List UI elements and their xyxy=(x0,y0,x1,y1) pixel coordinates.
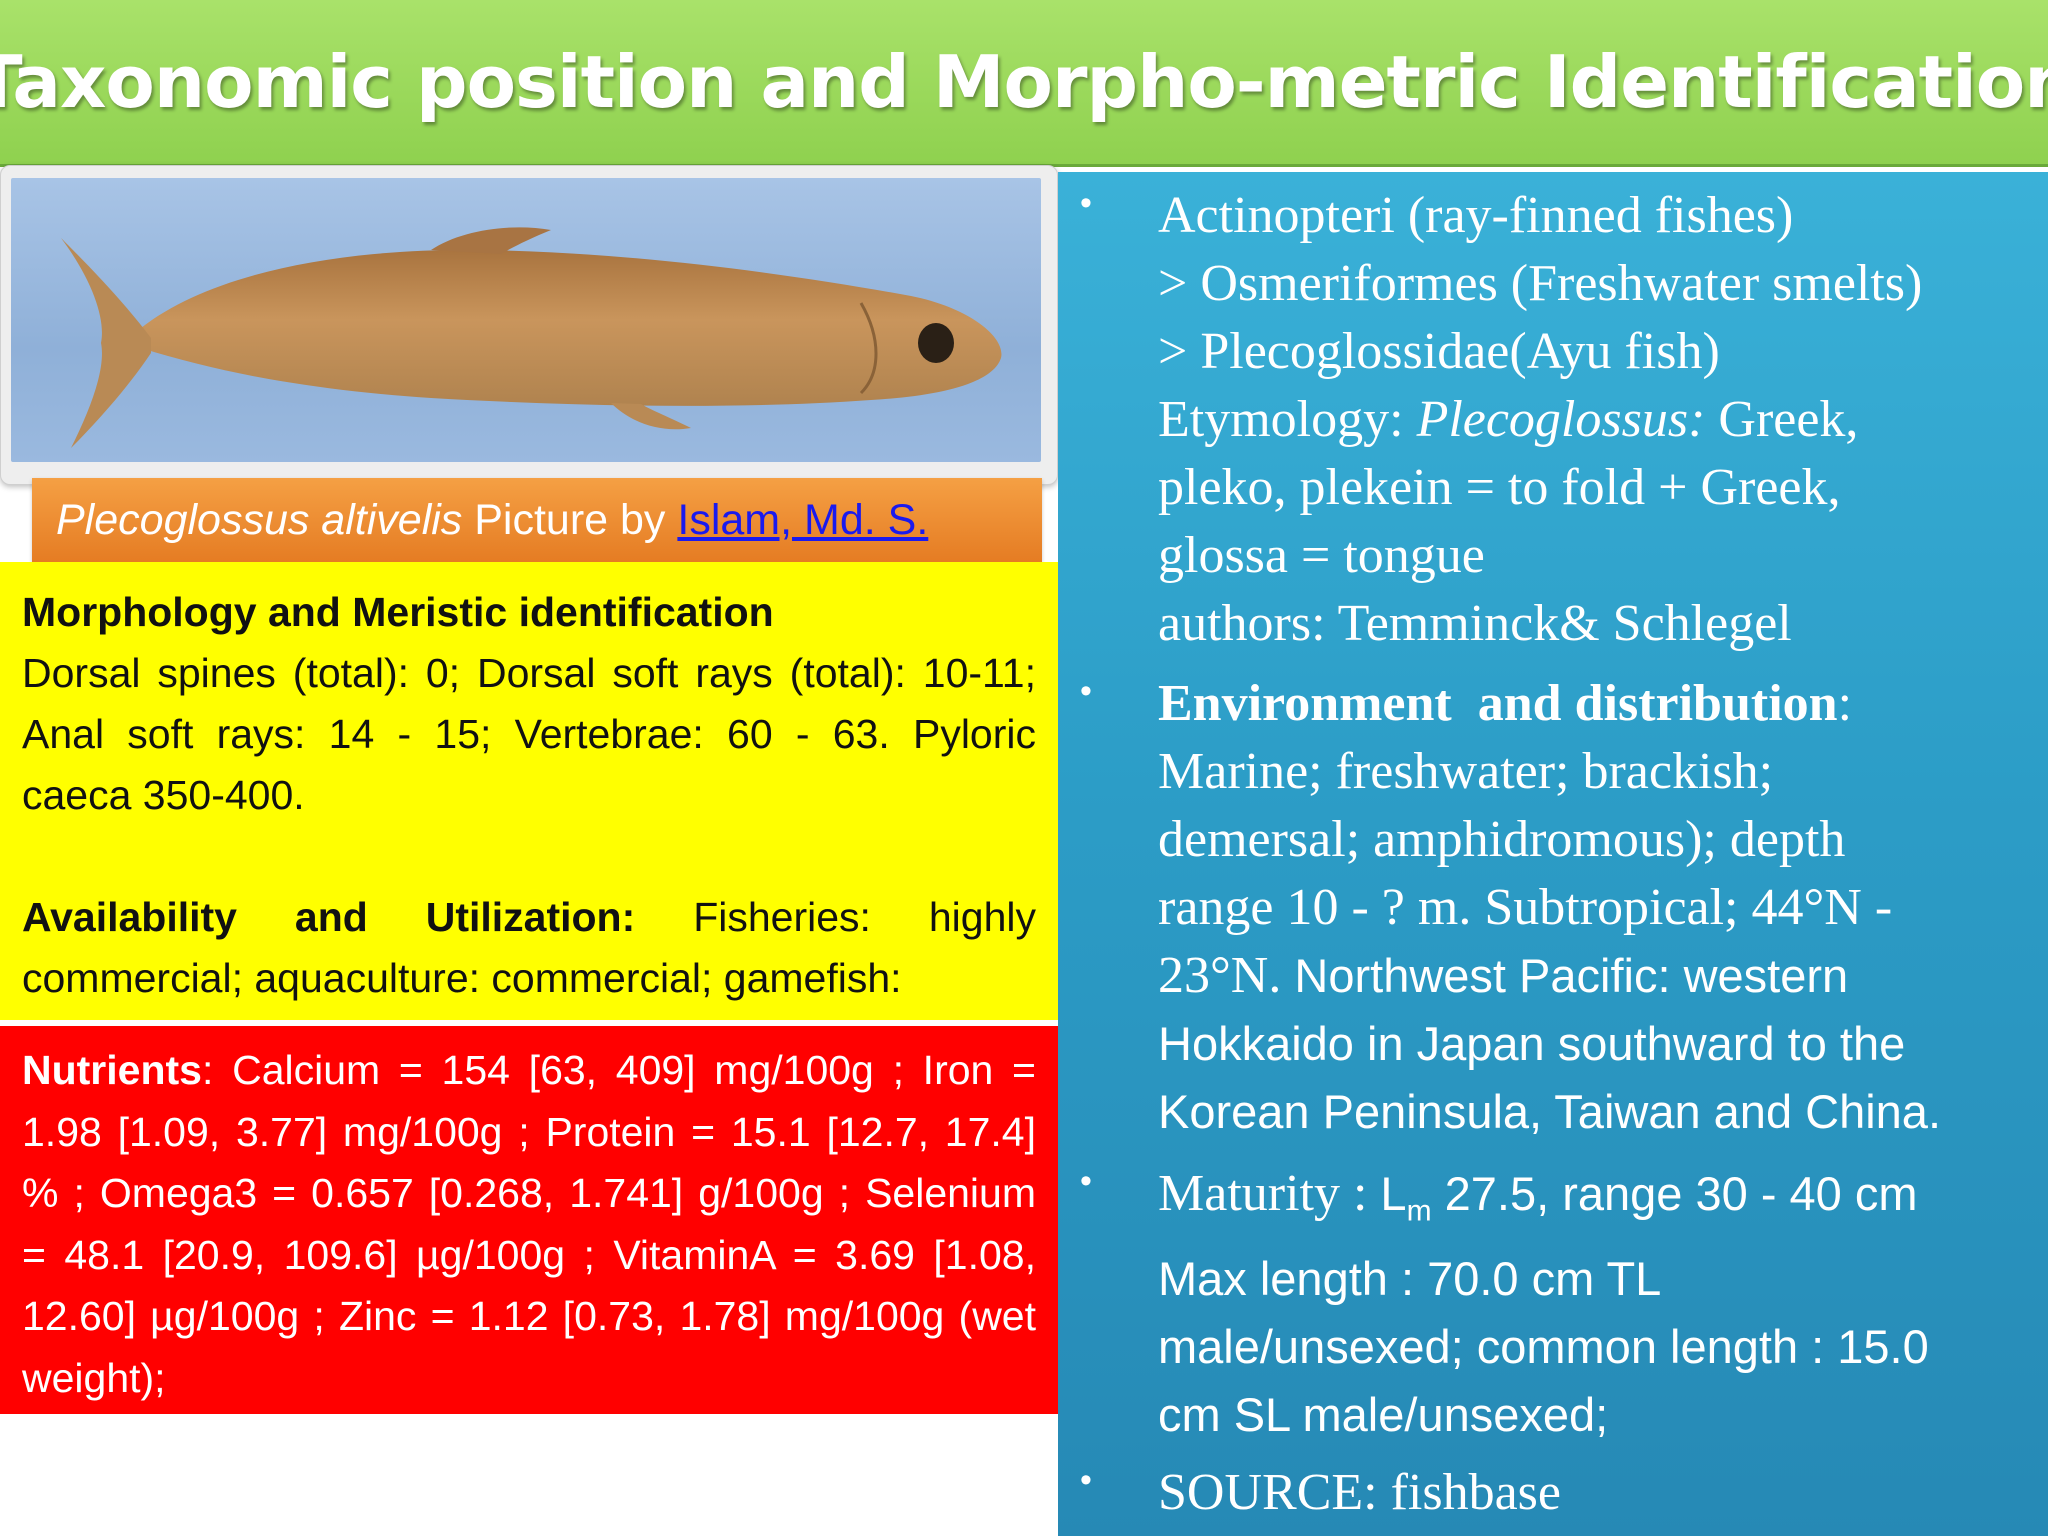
lm-symbol: L xyxy=(1380,1167,1407,1220)
taxonomy-item: • Actinopteri (ray-finned fishes) > Osme… xyxy=(1058,182,2048,658)
maturity-line-2: Max length : 70.0 cm TL xyxy=(1158,1252,1662,1306)
environment-heading-line: Environment and distribution: xyxy=(1158,670,2048,738)
availability-heading: Availability and Utilization: xyxy=(22,894,636,940)
etymology-rest: Greek, xyxy=(1705,391,1859,448)
environment-line-1: Marine; freshwater; brackish; xyxy=(1158,743,1774,800)
source-text: SOURCE: fishbase xyxy=(1158,1464,1561,1522)
caption-by-text: Picture by xyxy=(462,495,678,544)
availability-paragraph: Availability and Utilization: Fisheries:… xyxy=(22,887,1036,1009)
lm-value: 27.5, range 30 - 40 cm xyxy=(1431,1167,1918,1220)
environment-heading: Environment and distribution xyxy=(1158,675,1838,732)
environment-item: • Environment and distribution: Marine; … xyxy=(1058,670,2048,1146)
nutrients-text: : Calcium = 154 [63, 409] mg/100g ; Iron… xyxy=(22,1047,1036,1401)
taxonomy-order: > Osmeriformes (Freshwater smelts) xyxy=(1158,255,1923,312)
maturity-line-3: male/unsexed; common length : 15.0 xyxy=(1158,1320,1929,1374)
etymology-genus: Plecoglossus: xyxy=(1416,391,1706,448)
maturity-lm: Lm 27.5, range 30 - 40 cm xyxy=(1380,1167,1918,1227)
maturity-item: • Maturity : Lm 27.5, range 30 - 40 cm M… xyxy=(1058,1160,2048,1449)
photo-caption: Plecoglossus altivelis Picture by Islam,… xyxy=(32,478,1042,562)
lm-subscript: m xyxy=(1406,1194,1432,1228)
environment-line-4: 23°N. Northwest Pacific: western xyxy=(1158,942,2048,1010)
availability-text: Fisheries: highly commercial; aquacultur… xyxy=(22,894,1036,1001)
slide-title: Taxonomic position and Morpho-metric Ide… xyxy=(0,40,2048,124)
etymology-line-2: pleko, plekein = to fold + Greek, xyxy=(1158,459,1841,516)
environment-line-2: demersal; amphidromous); depth xyxy=(1158,811,1846,868)
nutrients-paragraph: Nutrients: Calcium = 154 [63, 409] mg/10… xyxy=(22,1040,1036,1409)
species-name: Plecoglossus altivelis xyxy=(56,495,463,544)
taxonomy-family: > Plecoglossidae(Ayu fish) xyxy=(1158,323,1720,380)
maturity-line-1: Maturity : Lm 27.5, range 30 - 40 cm xyxy=(1158,1160,2048,1245)
environment-region: Northwest Pacific: western xyxy=(1281,949,1849,1002)
bullet-icon: • xyxy=(1080,672,1092,710)
nutrients-heading: Nutrients xyxy=(22,1047,202,1093)
morphology-text: Dorsal spines (total): 0; Dorsal soft ra… xyxy=(22,650,1036,818)
bullet-icon: • xyxy=(1080,1162,1092,1200)
bullet-icon: • xyxy=(1080,184,1092,222)
fish-icon xyxy=(61,227,1002,448)
etymology-label: Etymology: xyxy=(1158,391,1417,448)
author-link[interactable]: Islam, Md. S. xyxy=(677,495,929,544)
morphology-box: Morphology and Meristic identification D… xyxy=(0,562,1058,1020)
fish-photo xyxy=(11,178,1041,462)
environment-colon: : xyxy=(1837,675,1853,732)
authors-line: authors: Temminck& Schlegel xyxy=(1158,595,1792,652)
photo-frame xyxy=(0,165,1058,485)
nutrients-box: Nutrients: Calcium = 154 [63, 409] mg/10… xyxy=(0,1026,1058,1414)
environment-line-3: range 10 - ? m. Subtropical; 44°N - xyxy=(1158,879,1893,936)
taxonomy-panel: • Actinopteri (ray-finned fishes) > Osme… xyxy=(1058,172,2048,1536)
morphology-heading: Morphology and Meristic identification xyxy=(22,589,774,635)
etymology-line-3: glossa = tongue xyxy=(1158,527,1485,584)
etymology-line: Etymology: Plecoglossus: Greek, xyxy=(1158,386,2048,454)
environment-line-6: Korean Peninsula, Taiwan and China. xyxy=(1158,1085,1942,1138)
bullet-icon: • xyxy=(1080,1461,1092,1500)
slide-header: Taxonomic position and Morpho-metric Ide… xyxy=(0,0,2048,167)
environment-latitude: 23°N. xyxy=(1158,947,1282,1004)
taxonomy-class: Actinopteri (ray-finned fishes) xyxy=(1158,187,1794,244)
source-item: • SOURCE: fishbase xyxy=(1058,1459,2048,1527)
maturity-label: Maturity : xyxy=(1158,1165,1381,1222)
environment-line-5: Hokkaido in Japan southward to the xyxy=(1158,1017,1906,1070)
maturity-line-4: cm SL male/unsexed; xyxy=(1158,1388,1609,1442)
